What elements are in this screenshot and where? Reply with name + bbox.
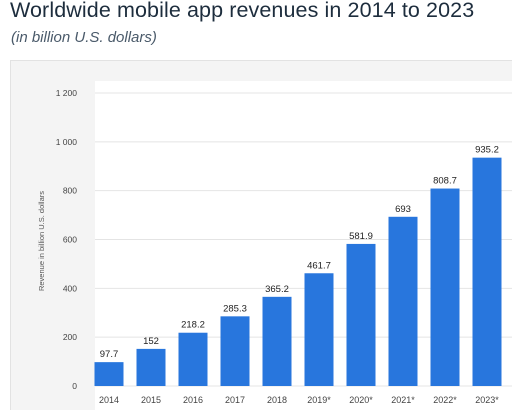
y-tick-label: 200	[63, 332, 77, 342]
x-tick-label: 2014	[99, 395, 119, 405]
bar-value-label: 152	[143, 336, 159, 347]
chart-subtitle: (in billion U.S. dollars)	[11, 29, 157, 46]
bar[interactable]	[220, 316, 250, 386]
bar-value-label: 461.7	[307, 260, 331, 271]
bar[interactable]	[178, 332, 208, 386]
x-tick-label: 2021*	[391, 395, 415, 405]
y-axis-label: Revenue in billion U.S. dollars	[37, 191, 46, 291]
bar-value-label: 218.2	[181, 320, 205, 331]
bar-value-label: 285.3	[223, 303, 247, 314]
x-axis-ticks: 2014 2015 2016 2017 2018 2019* 2020* 2021* 2022*…	[99, 395, 499, 405]
chart-panel: 0 200 400 600 800 1 000 1 200 97.7 152 218.2 285.…	[10, 60, 512, 411]
y-tick-label: 400	[63, 283, 77, 293]
bar-value-label: 581.9	[349, 231, 373, 242]
bar[interactable]	[262, 296, 292, 386]
x-tick-label: 2020*	[349, 395, 373, 405]
bar-value-label: 693	[395, 204, 411, 215]
bar-chart: 0 200 400 600 800 1 000 1 200 97.7 152 218.2 285.…	[37, 81, 512, 411]
bar-value-label: 97.7	[100, 349, 119, 360]
x-tick-label: 2022*	[433, 395, 457, 405]
bar[interactable]	[304, 273, 334, 386]
x-tick-label: 2017	[225, 395, 245, 405]
x-tick-label: 2023*	[475, 395, 499, 405]
bar[interactable]	[136, 348, 166, 386]
y-tick-label: 1 200	[56, 88, 78, 98]
x-tick-label: 2016	[183, 395, 203, 405]
y-tick-label: 1 000	[56, 137, 78, 147]
y-tick-label: 600	[63, 235, 77, 245]
x-tick-label: 2018	[267, 395, 287, 405]
x-tick-label: 2019*	[307, 395, 331, 405]
bar-value-label: 808.7	[433, 176, 457, 187]
bar-value-label: 935.2	[475, 145, 499, 156]
bar[interactable]	[472, 157, 502, 386]
bar[interactable]	[388, 216, 418, 386]
bar[interactable]	[346, 243, 376, 386]
y-axis-ticks: 0 200 400 600 800 1 000 1 200	[56, 88, 78, 391]
y-tick-label: 0	[72, 381, 77, 391]
y-tick-label: 800	[63, 186, 77, 196]
x-tick-label: 2015	[141, 395, 161, 405]
bars	[94, 157, 502, 386]
bar-value-labels: 97.7 152 218.2 285.3 365.2 461.7 581.9 693 808.7…	[100, 145, 499, 360]
bar[interactable]	[94, 362, 124, 386]
bar[interactable]	[430, 188, 460, 386]
chart-title: Worldwide mobile app revenues in 2014 to…	[10, 0, 475, 22]
bar-value-label: 365.2	[265, 284, 289, 295]
